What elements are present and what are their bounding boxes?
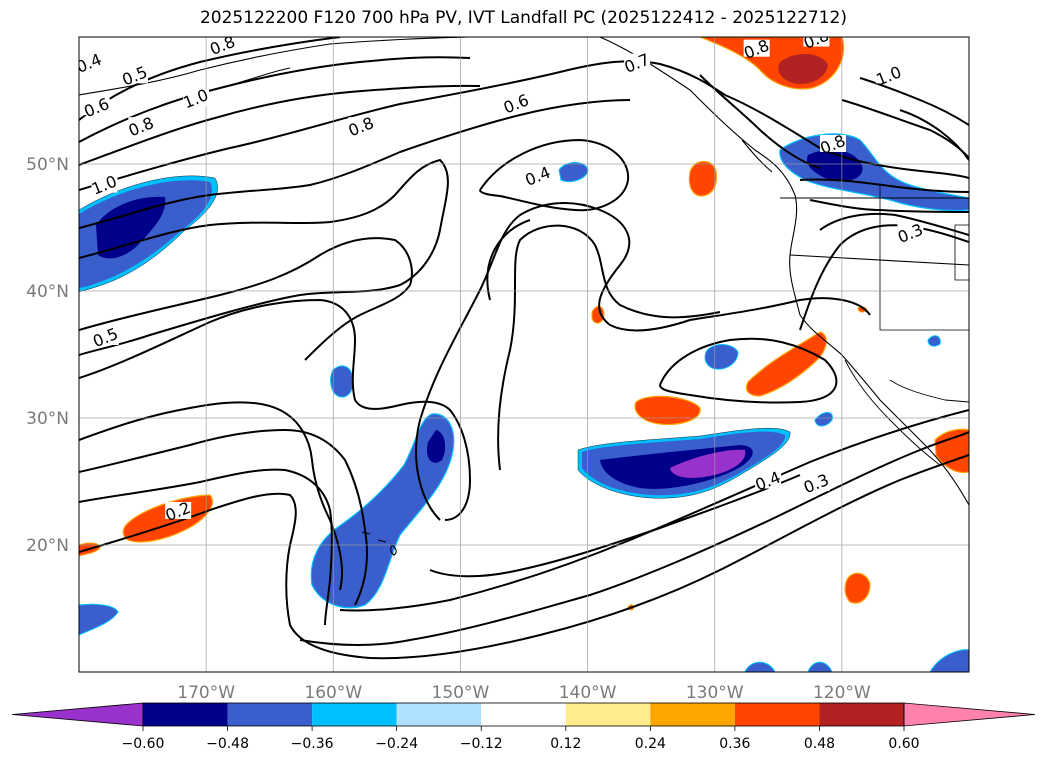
colorbar-extend-high <box>903 702 1036 727</box>
colorbar-tick-label: 0.36 <box>719 736 750 752</box>
lon-tick-label: 160°W <box>304 683 362 703</box>
contour-label-bg <box>803 474 830 492</box>
lat-tick-label: 30°N <box>26 409 69 429</box>
colorbar-tick-label: 0.60 <box>888 736 919 752</box>
contour-label-bg <box>755 471 782 489</box>
colorbar-segment <box>650 703 735 726</box>
contour-label-bg <box>819 134 846 152</box>
chart-title: 2025122200 F120 700 hPa PV, IVT Landfall… <box>199 8 847 28</box>
colorbar-segment <box>312 703 397 726</box>
contour-label: 0.5 <box>119 62 150 89</box>
contour-label-bg <box>165 501 192 519</box>
contour-label: 1.0 <box>180 85 211 112</box>
colorbar-segment <box>227 703 313 726</box>
colorbar-extend-low <box>11 702 144 727</box>
contour-label-bg <box>92 327 119 345</box>
contour-label-bg <box>348 117 375 135</box>
colorbar-tick-label: −0.24 <box>375 736 418 752</box>
colorbar-tick-label: −0.48 <box>206 736 249 752</box>
contour-label-bg <box>182 89 209 107</box>
colorbar-segment <box>565 703 651 726</box>
colorbar-tick-label: 0.24 <box>635 736 666 752</box>
contour-label-bg <box>897 223 924 241</box>
contour-label-bg <box>743 39 770 57</box>
contour-label-bg <box>91 175 118 193</box>
contour-label-bg <box>503 94 530 112</box>
contour-labels: 0.4 0.50.60.81.01.00.80.80.60.70.40.8 0.81… <box>79 37 926 525</box>
coastlines <box>79 37 969 556</box>
colorbar-tick-label: −0.36 <box>291 736 334 752</box>
pv-shading <box>79 37 969 672</box>
lat-tick-label: 50°N <box>26 155 69 175</box>
coastline-alaska <box>79 37 471 96</box>
contour-label: 0.4 <box>79 50 104 77</box>
contour-label-bg <box>209 37 236 53</box>
contour-central-loop <box>415 202 871 521</box>
colorbar: −0.60 −0.48 −0.36 −0.24 −0.12 0.12 0.24 0.36 0.4… <box>11 702 1036 752</box>
contour-label-bg <box>83 98 110 116</box>
lat-tick-label: 20°N <box>26 536 69 556</box>
contour-label-bg <box>624 53 651 71</box>
colorbar-tick-label: −0.60 <box>122 736 165 752</box>
contour-loop-low <box>479 138 630 212</box>
lon-tick-label: 130°W <box>686 683 744 703</box>
lon-tick-label: 120°W <box>813 683 871 703</box>
contour-label-bg <box>524 166 551 184</box>
lon-tick-label: 140°W <box>559 683 617 703</box>
colorbar-tick-label: 0.48 <box>804 736 835 752</box>
contour-label: 0.7 <box>622 50 653 77</box>
contour-label-bg <box>875 66 902 84</box>
colorbar-frame <box>142 702 905 727</box>
colorbar-segment <box>481 703 566 726</box>
lon-tick-label: 170°W <box>177 683 235 703</box>
lon-tick-label: 150°W <box>432 683 490 703</box>
contour-label: 0.8 <box>741 37 772 63</box>
map-frame <box>78 36 970 673</box>
contour-sw-lobe <box>79 454 969 660</box>
colorbar-segment <box>734 703 820 726</box>
contour-north-1 <box>79 37 341 121</box>
contour-label: 1.0 <box>873 62 904 89</box>
colorbar-tick-label: −0.12 <box>460 736 503 752</box>
graticule <box>79 37 969 672</box>
colorbar-segment <box>819 703 904 726</box>
lat-tick-label: 40°N <box>26 282 69 302</box>
neg-anomaly-small-1 <box>330 365 354 398</box>
colorbar-segment <box>396 703 482 726</box>
colorbar-segment <box>143 703 228 726</box>
colorbar-tick-label: 0.12 <box>550 736 581 752</box>
neg-anomaly-hawaii <box>310 413 455 609</box>
pv-contours <box>79 37 969 660</box>
axis-labels: 170°W 160°W 150°W 140°W 130°W 120°W 20°N 30°N 40… <box>26 155 871 703</box>
contour-label-bg <box>128 117 155 135</box>
contour-pnw <box>724 94 969 179</box>
contour-label-bg <box>803 37 830 47</box>
contour-label-bg <box>121 66 148 84</box>
contour-label-bg <box>79 53 103 71</box>
